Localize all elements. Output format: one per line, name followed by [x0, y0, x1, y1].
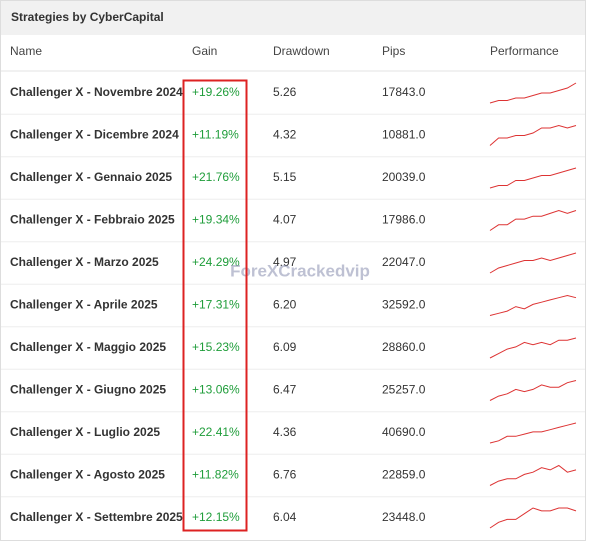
drawdown: 6.47 — [273, 383, 297, 397]
strategy-name: Challenger X - Maggio 2025 — [10, 340, 166, 354]
strategy-name: Challenger X - Settembre 2025 — [10, 510, 183, 524]
strategy-name: Challenger X - Aprile 2025 — [10, 298, 158, 312]
gain: +13.06% — [192, 383, 240, 397]
gain: +11.19% — [192, 128, 239, 142]
gain: +24.29% — [192, 255, 240, 269]
strategy-name: Challenger X - Marzo 2025 — [10, 255, 159, 269]
gain: +22.41% — [192, 425, 240, 439]
sparkline — [489, 167, 577, 189]
sparkline — [489, 507, 577, 529]
gain: +19.26% — [192, 85, 240, 99]
drawdown: 5.15 — [273, 170, 297, 184]
column-header: Gain — [192, 44, 217, 58]
drawdown: 4.32 — [273, 128, 297, 142]
pips: 10881.0 — [382, 128, 426, 142]
sparkline — [489, 337, 577, 359]
watermark: ForeXCrackedvip — [230, 261, 370, 280]
pips: 22859.0 — [382, 468, 426, 482]
header-title: Strategies by CyberCapital — [11, 10, 164, 24]
pips: 17986.0 — [382, 213, 426, 227]
pips: 17843.0 — [382, 85, 426, 99]
drawdown: 4.97 — [273, 255, 297, 269]
pips: 25257.0 — [382, 383, 426, 397]
sparkline — [489, 380, 577, 401]
drawdown: 6.09 — [273, 340, 297, 354]
drawdown: 4.36 — [273, 425, 297, 439]
strategy-name: Challenger X - Agosto 2025 — [10, 468, 165, 482]
strategy-name: Challenger X - Novembre 2024 — [10, 85, 183, 99]
strategy-name: Challenger X - Dicembre 2024 — [10, 128, 179, 142]
gain: +21.76% — [192, 170, 240, 184]
gain: +15.23% — [192, 340, 240, 354]
strategy-name: Challenger X - Giugno 2025 — [10, 383, 166, 397]
rows: Name Gain Drawdown Pips Performance Challenge… — [1, 44, 585, 529]
sparkline — [489, 82, 577, 104]
column-header: Drawdown — [273, 44, 330, 58]
pips: 40690.0 — [382, 425, 426, 439]
gain: +12.15% — [192, 510, 240, 524]
pips: 22047.0 — [382, 255, 426, 269]
sparkline — [489, 252, 577, 274]
gain: +11.82% — [192, 468, 239, 482]
drawdown: 4.07 — [273, 213, 297, 227]
header-bar — [1, 1, 585, 35]
drawdown: 6.04 — [273, 510, 297, 524]
pips: 28860.0 — [382, 340, 426, 354]
column-header: Name — [10, 44, 42, 58]
pips: 32592.0 — [382, 298, 426, 312]
sparkline — [489, 422, 577, 444]
column-header: Performance — [490, 44, 559, 58]
highlight-box — [182, 79, 248, 532]
gain: +19.34% — [192, 213, 240, 227]
panel — [0, 0, 586, 541]
strategy-name: Challenger X - Febbraio 2025 — [10, 213, 175, 227]
drawdown: 6.76 — [273, 468, 297, 482]
sparkline — [489, 124, 577, 146]
sparkline — [489, 294, 577, 316]
drawdown: 6.20 — [273, 298, 297, 312]
pips: 20039.0 — [382, 170, 426, 184]
sparkline — [489, 464, 577, 486]
strategy-name: Challenger X - Gennaio 2025 — [10, 170, 172, 184]
pips: 23448.0 — [382, 510, 426, 524]
drawdown: 5.26 — [273, 85, 297, 99]
sparkline — [489, 209, 577, 231]
gain: +17.31% — [192, 298, 240, 312]
strategy-name: Challenger X - Luglio 2025 — [10, 425, 160, 439]
column-header: Pips — [382, 44, 405, 58]
